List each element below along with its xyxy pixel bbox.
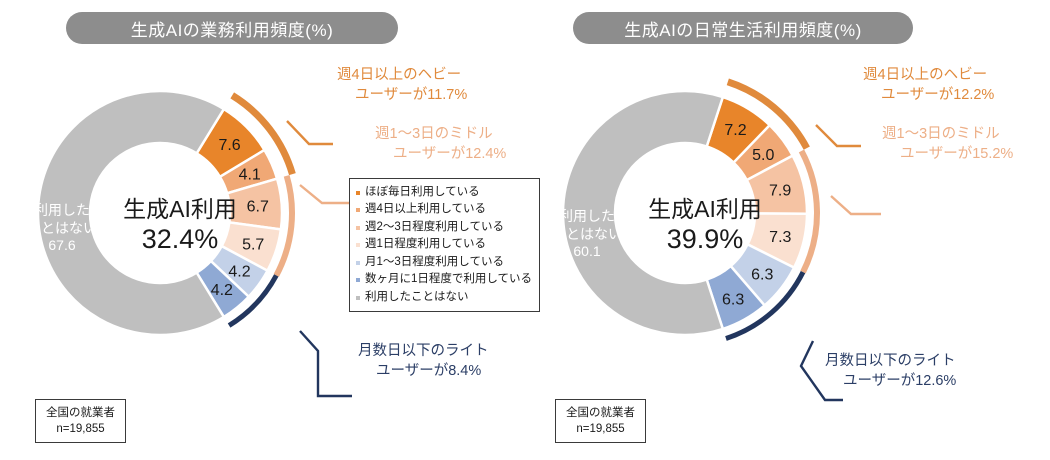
chart-panel-work: 生成AIの業務利用頻度(%) 7.6 4.1 6.7 5.7 4.2 4.2 生成AI利用… xyxy=(0,12,541,444)
group-arc xyxy=(273,174,295,277)
legend-item-label: 週2〜3日程度利用している xyxy=(365,220,504,233)
annotation-light-work: 月数日以下のライト ユーザーが8.4% xyxy=(358,342,489,381)
legend-swatch-icon xyxy=(356,243,360,248)
annotation-heavy-work: 週4日以上のヘビー ユーザーが11.7% xyxy=(337,66,467,105)
chart-legend: ほぼ毎日利用している 週4日以上利用している週2〜3日程度利用している 週1日程度利… xyxy=(349,178,541,313)
sample-note-line2: n=19,855 xyxy=(576,423,625,436)
legend-item-label: 月1〜3日程度利用している xyxy=(365,255,504,268)
slice-value-label: 7.2 xyxy=(724,122,746,139)
annotation-heavy-line2: ユーザーが12.2% xyxy=(881,86,995,103)
slice-value-label: 4.1 xyxy=(239,167,261,184)
leader-line xyxy=(299,184,352,205)
donut-slice[interactable] xyxy=(36,89,226,337)
slice-value-label: 7.9 xyxy=(769,183,791,200)
annotation-middle-line1: 週1〜3日のミドル xyxy=(882,126,1000,142)
slice-value-label: 6.3 xyxy=(722,291,744,308)
slice-value-label: 4.2 xyxy=(228,263,250,280)
chart-panel-daily: 生成AIの日常生活利用頻度(%) 7.2 5.0 7.9 7.3 6.3 6.3 生成AI… xyxy=(525,0,1050,460)
annotation-middle-line2: ユーザーが12.4% xyxy=(393,145,507,162)
legend-item[interactable]: 週1日程度利用している xyxy=(356,236,532,253)
slice-value-label: 4.2 xyxy=(211,282,233,299)
legend-item-label: 数ヶ月に1日程度で利用している xyxy=(365,273,533,286)
annotation-heavy-line2: ユーザーが11.7% xyxy=(355,86,468,103)
legend-swatch-icon xyxy=(356,278,360,283)
leader-line xyxy=(299,330,352,398)
chart-title-daily: 生成AIの日常生活利用頻度(%) xyxy=(573,12,913,44)
annotation-light-line2: ユーザーが8.4% xyxy=(376,362,482,379)
legend-swatch-icon xyxy=(356,260,360,265)
sample-note-line2: n=19,855 xyxy=(56,423,105,436)
annotation-middle-line1: 週1〜3日のミドル xyxy=(375,126,493,142)
leader-line xyxy=(286,120,333,146)
leader-line xyxy=(830,195,881,216)
legend-swatch-icon xyxy=(356,225,360,230)
annotation-light-line1: 月数日以下のライト xyxy=(358,343,489,359)
legend-item[interactable]: ほぼ毎日利用している xyxy=(356,184,532,201)
legend-item-label: 週4日以上利用している xyxy=(365,203,487,216)
slice-value-label: 6.3 xyxy=(751,266,773,283)
sample-note-daily: 全国の就業者 n=19,855 xyxy=(555,399,646,444)
legend-item[interactable]: 週2〜3日程度利用している xyxy=(356,219,532,236)
annotation-heavy-daily: 週4日以上のヘビー ユーザーが12.2% xyxy=(863,66,994,105)
leader-line xyxy=(799,340,843,402)
legend-item-label: 週1日程度利用している xyxy=(365,238,487,251)
sample-note-work: 全国の就業者 n=19,855 xyxy=(35,399,126,444)
slice-value-label: 7.3 xyxy=(769,229,791,246)
group-arc xyxy=(227,274,279,328)
legend-item[interactable]: 月1〜3日程度利用している xyxy=(356,254,532,271)
annotation-middle-work: 週1〜3日のミドル ユーザーが12.4% xyxy=(375,125,506,164)
annotation-light-line2: ユーザーが12.6% xyxy=(843,372,957,389)
legend-item-label: 利用したことはない xyxy=(365,290,469,303)
group-arc xyxy=(725,271,806,341)
group-arc xyxy=(726,78,810,150)
annotation-light-daily: 月数日以下のライト ユーザーが12.6% xyxy=(825,352,956,391)
annotation-middle-daily: 週1〜3日のミドル ユーザーが15.2% xyxy=(882,125,1013,164)
annotation-middle-line2: ユーザーが15.2% xyxy=(900,145,1014,162)
chart-title-work: 生成AIの業務利用頻度(%) xyxy=(66,12,398,44)
legend-swatch-icon xyxy=(356,208,360,213)
sample-note-line1: 全国の就業者 xyxy=(46,407,115,419)
legend-item[interactable]: 週4日以上利用している xyxy=(356,201,532,218)
legend-swatch-icon xyxy=(356,295,360,300)
donut-chart-work: 7.6 4.1 6.7 5.7 4.2 4.2 xyxy=(0,48,360,398)
legend-item-label: ほぼ毎日利用している xyxy=(365,186,480,198)
slice-value-label: 7.6 xyxy=(218,137,240,154)
annotation-heavy-line1: 週4日以上のヘビー xyxy=(337,67,462,83)
annotation-heavy-line1: 週4日以上のヘビー xyxy=(863,67,988,83)
donut-svg-daily: 7.2 5.0 7.9 7.3 6.3 6.3 xyxy=(561,78,881,402)
slice-value-label: 5.7 xyxy=(242,236,264,253)
annotation-light-line1: 月数日以下のライト xyxy=(825,353,956,369)
legend-swatch-icon xyxy=(356,190,360,195)
legend-item[interactable]: 利用したことはない xyxy=(356,289,532,306)
slice-value-label: 6.7 xyxy=(247,199,269,216)
group-arc xyxy=(798,149,820,274)
leader-line xyxy=(815,124,861,148)
legend-item[interactable]: 数ヶ月に1日程度で利用している xyxy=(356,271,532,288)
group-arc xyxy=(230,92,296,176)
donut-chart-daily: 7.2 5.0 7.9 7.3 6.3 6.3 xyxy=(525,48,885,402)
donut-slice[interactable] xyxy=(561,89,725,337)
donut-svg-work: 7.6 4.1 6.7 5.7 4.2 4.2 xyxy=(36,89,352,398)
sample-note-line1: 全国の就業者 xyxy=(566,407,635,419)
slice-value-label: 5.0 xyxy=(752,147,774,164)
